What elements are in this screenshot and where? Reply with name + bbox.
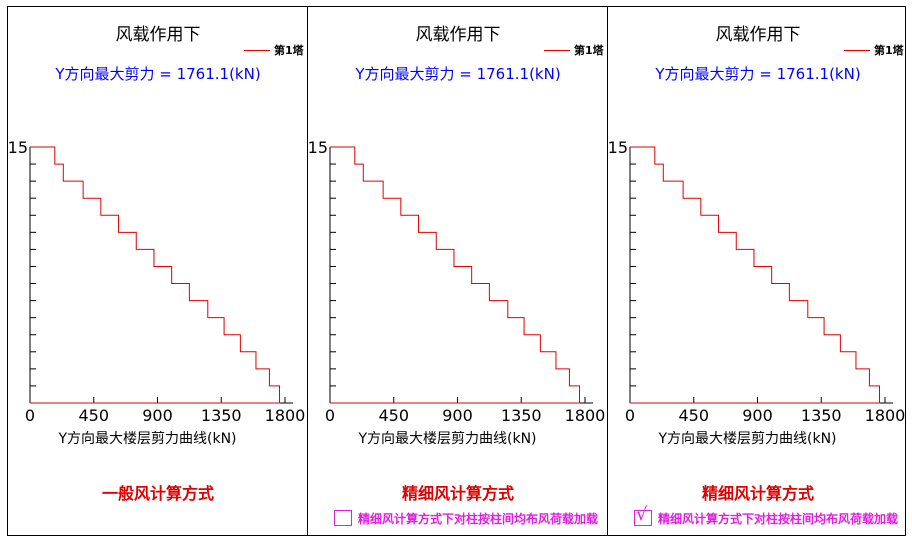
x-tick-label: 1800 <box>865 406 906 425</box>
x-tick-label: 450 <box>78 406 109 425</box>
panel-divider <box>307 6 308 536</box>
shear-series-line <box>330 146 580 404</box>
x-tick-label: 900 <box>442 406 473 425</box>
y-tick-label: 15 <box>8 138 28 157</box>
legend-label: 第1塔 <box>274 44 304 57</box>
method-label: 精细风计算方式 <box>401 484 514 503</box>
x-axis-label: Y方向最大楼层剪力曲线(kN) <box>357 431 536 447</box>
legend-label: 第1塔 <box>574 44 604 57</box>
chart-title: 风载作用下 <box>415 25 501 45</box>
option-checkbox[interactable]: √ <box>634 505 652 526</box>
legend-swatch <box>844 50 870 51</box>
shear-curve-plot: 15 0 450 900 1350 1800 Y方向最大楼层剪力曲线(kN) <box>608 138 906 447</box>
x-tick-label: 0 <box>325 406 335 425</box>
x-tick-label: 1800 <box>565 406 606 425</box>
max-shear-annotation: Y方向最大剪力 = 1761.1(kN) <box>655 65 861 83</box>
y-tick-label: 15 <box>608 138 628 157</box>
legend-label: 第1塔 <box>874 44 904 57</box>
chart-panel-refined-wind: 15 0 450 900 1350 1800 Y方向最大楼层剪力曲线(kN) 风载作用下 第… <box>308 6 608 536</box>
x-tick-label: 0 <box>25 406 35 425</box>
x-tick-label: 450 <box>678 406 709 425</box>
option-label: 精细风计算方式下对柱按柱间均布风荷载加载 <box>358 511 599 526</box>
column-load-option[interactable]: 精细风计算方式下对柱按柱间均布风荷载加载 <box>334 508 598 528</box>
chart-panel-refined-wind-checked: 15 0 450 900 1350 1800 Y方向最大楼层剪力曲线(kN) 风载作用下 第… <box>608 6 908 536</box>
x-tick-label: 900 <box>742 406 773 425</box>
shear-series-line <box>30 146 280 404</box>
x-tick-label: 1350 <box>801 406 842 425</box>
x-tick-label: 1350 <box>201 406 242 425</box>
shear-curve-plot: 15 0 450 900 1350 1800 Y方向最大楼层剪力曲线(kN) <box>8 138 306 447</box>
max-shear-annotation: Y方向最大剪力 = 1761.1(kN) <box>355 65 561 83</box>
checkmark-icon: √ <box>636 504 648 525</box>
x-tick-label: 0 <box>625 406 635 425</box>
chart-panel-general-wind: 15 0 450 900 1350 1800 Y方向最大楼层剪力曲线(kN) 风载作用下 第… <box>8 6 308 536</box>
x-tick-label: 1800 <box>265 406 306 425</box>
shear-curve-plot: 15 0 450 900 1350 1800 Y方向最大楼层剪力曲线(kN) <box>308 138 606 447</box>
max-shear-annotation: Y方向最大剪力 = 1761.1(kN) <box>55 65 261 83</box>
column-load-option[interactable]: √ 精细风计算方式下对柱按柱间均布风荷载加载 <box>634 505 899 528</box>
legend-swatch <box>244 50 270 51</box>
chart-title: 风载作用下 <box>715 25 801 45</box>
legend-swatch <box>544 50 570 51</box>
figure-frame <box>7 6 906 536</box>
x-tick-label: 1350 <box>501 406 542 425</box>
option-checkbox[interactable] <box>334 510 352 526</box>
method-label: 一般风计算方式 <box>101 484 214 503</box>
x-tick-label: 450 <box>378 406 409 425</box>
x-axis-label: Y方向最大楼层剪力曲线(kN) <box>57 431 236 447</box>
chart-title: 风载作用下 <box>115 25 201 45</box>
x-axis-label: Y方向最大楼层剪力曲线(kN) <box>657 431 836 447</box>
option-label: 精细风计算方式下对柱按柱间均布风荷载加载 <box>658 511 899 526</box>
shear-series-line <box>630 146 880 404</box>
y-tick-label: 15 <box>308 138 328 157</box>
x-tick-label: 900 <box>142 406 173 425</box>
panel-divider <box>607 6 608 536</box>
method-label: 精细风计算方式 <box>701 484 814 503</box>
